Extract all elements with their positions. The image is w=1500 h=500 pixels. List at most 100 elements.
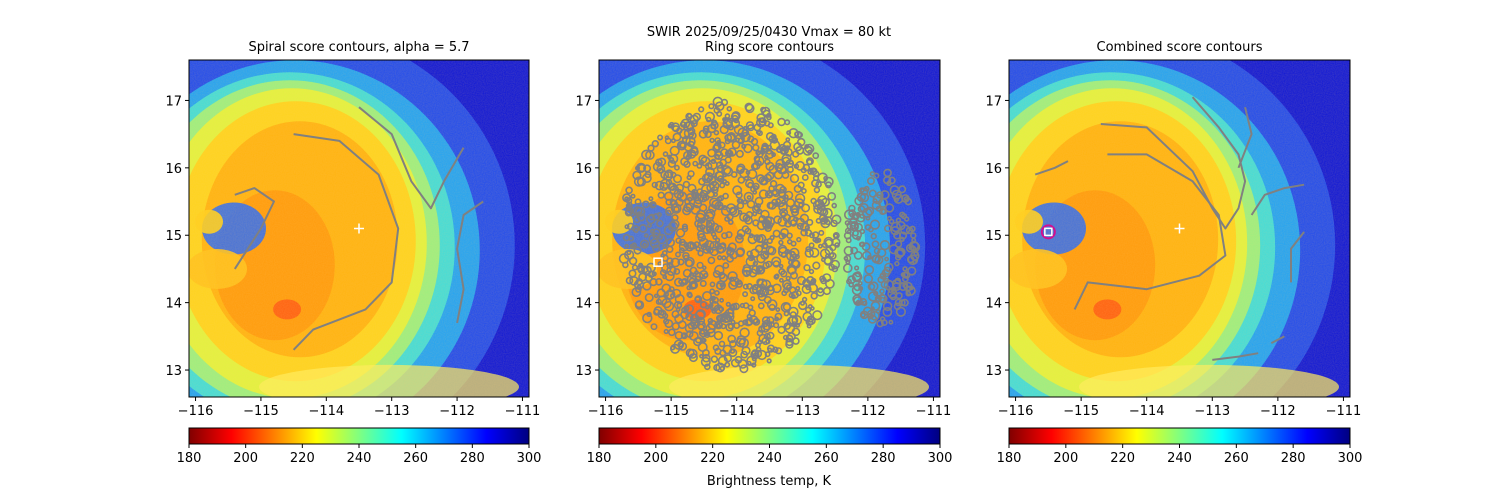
contour-blob bbox=[776, 147, 782, 154]
contour-blob bbox=[780, 199, 787, 205]
contour-blob bbox=[853, 283, 862, 292]
center-marker bbox=[653, 257, 663, 267]
contour-blob bbox=[714, 289, 720, 296]
contour-blob bbox=[680, 310, 690, 320]
contour-blob bbox=[846, 221, 856, 231]
contour-line bbox=[1073, 153, 1227, 310]
contour-blob bbox=[827, 191, 837, 201]
brightness-image bbox=[1009, 60, 1350, 397]
contour-blob bbox=[830, 259, 841, 270]
colorbar-tick-label: 180 bbox=[997, 451, 1022, 466]
contour-blob bbox=[801, 187, 807, 194]
contour-blob bbox=[803, 264, 811, 272]
contour-blob bbox=[656, 233, 667, 245]
contour-blob bbox=[674, 251, 681, 258]
contour-blob bbox=[687, 127, 696, 136]
contour-line bbox=[292, 133, 400, 351]
contour-line bbox=[1034, 160, 1069, 176]
contour-blob bbox=[684, 304, 694, 314]
contour-blob bbox=[868, 281, 879, 292]
contour-blob bbox=[733, 322, 741, 329]
contour-blob bbox=[818, 229, 825, 236]
contour-blob bbox=[775, 198, 782, 204]
contour-blob bbox=[910, 232, 917, 239]
contour-blob bbox=[778, 239, 784, 246]
contour-blob bbox=[699, 353, 704, 359]
colorbar-tick-label: 280 bbox=[871, 451, 896, 466]
colorbar-tick-label: 240 bbox=[1167, 451, 1192, 466]
contour-blob bbox=[766, 358, 772, 364]
contour-line bbox=[1237, 106, 1253, 169]
contour-blob bbox=[635, 286, 642, 293]
contour-blob bbox=[652, 244, 661, 253]
contour-blob bbox=[737, 358, 748, 369]
contour-blob bbox=[913, 250, 919, 257]
contour-blob bbox=[848, 204, 856, 213]
contour-blob bbox=[894, 197, 900, 202]
contour-blob bbox=[824, 246, 834, 256]
contour-blob bbox=[663, 318, 670, 325]
contour-blob bbox=[625, 203, 632, 209]
contour-blob bbox=[672, 132, 682, 142]
axes-frame bbox=[598, 59, 941, 398]
contour-blob bbox=[736, 198, 743, 204]
contour-blob bbox=[711, 296, 719, 304]
contour-blob bbox=[656, 219, 664, 228]
contour-blob bbox=[696, 162, 703, 169]
contour-blob bbox=[902, 271, 911, 279]
contour-blob bbox=[694, 270, 699, 276]
contour-blob bbox=[754, 244, 764, 254]
contour-blob bbox=[719, 125, 729, 135]
contour-blob bbox=[890, 221, 901, 233]
contour-line bbox=[1270, 335, 1285, 344]
score-contours bbox=[618, 96, 921, 374]
contour-blob bbox=[855, 299, 861, 305]
contour-blob bbox=[869, 219, 881, 230]
contour-blob bbox=[845, 259, 851, 265]
contour-blob bbox=[663, 328, 669, 335]
y-tick-label: 15 bbox=[165, 229, 182, 244]
contour-blob bbox=[707, 256, 716, 265]
contour-blob bbox=[709, 281, 716, 288]
contour-blob bbox=[780, 227, 789, 237]
contour-blob bbox=[637, 266, 645, 274]
contour-blob bbox=[651, 181, 658, 189]
contour-blob bbox=[645, 214, 656, 225]
contour-blob bbox=[727, 334, 737, 344]
contour-blob bbox=[674, 197, 684, 207]
contour-blob bbox=[894, 247, 905, 258]
contour-blob bbox=[712, 270, 721, 278]
contour-blob bbox=[896, 220, 906, 231]
contour-blob bbox=[699, 194, 708, 203]
contour-blob bbox=[871, 240, 880, 249]
contour-blob bbox=[651, 140, 659, 148]
contour-blob bbox=[785, 275, 791, 281]
y-tick-label: 13 bbox=[575, 364, 592, 379]
contour-blob bbox=[778, 263, 784, 269]
colorbar: 180 200 220 240 260 280 300 bbox=[587, 427, 952, 466]
center-marker bbox=[1174, 223, 1185, 234]
contour-blob bbox=[699, 329, 706, 335]
contour-blob bbox=[771, 256, 782, 267]
center-marker bbox=[354, 223, 364, 234]
contour-blob bbox=[794, 198, 805, 209]
y-tick-label: 13 bbox=[165, 364, 182, 379]
contour-blob bbox=[792, 150, 800, 158]
contour-blob bbox=[643, 233, 649, 238]
contour-blob bbox=[719, 182, 726, 189]
contour-blob bbox=[642, 281, 652, 291]
contour-blob bbox=[815, 181, 822, 188]
contour-line bbox=[1290, 231, 1305, 283]
contour-blob bbox=[624, 196, 630, 202]
colorbar-gradient bbox=[188, 427, 530, 445]
contour-blob bbox=[628, 269, 637, 278]
contour-blob bbox=[845, 237, 852, 244]
contour-blob bbox=[685, 330, 694, 338]
contour-blob bbox=[886, 180, 892, 187]
contour-blob bbox=[780, 301, 792, 313]
score-contours bbox=[1034, 96, 1305, 361]
contour-blob bbox=[719, 313, 727, 321]
contour-blob bbox=[884, 203, 895, 213]
colorbar-tick-label: 200 bbox=[233, 451, 258, 466]
